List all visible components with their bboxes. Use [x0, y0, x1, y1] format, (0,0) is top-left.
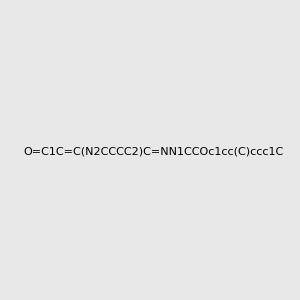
Text: O=C1C=C(N2CCCC2)C=NN1CCOc1cc(C)ccc1C: O=C1C=C(N2CCCC2)C=NN1CCOc1cc(C)ccc1C	[24, 146, 284, 157]
